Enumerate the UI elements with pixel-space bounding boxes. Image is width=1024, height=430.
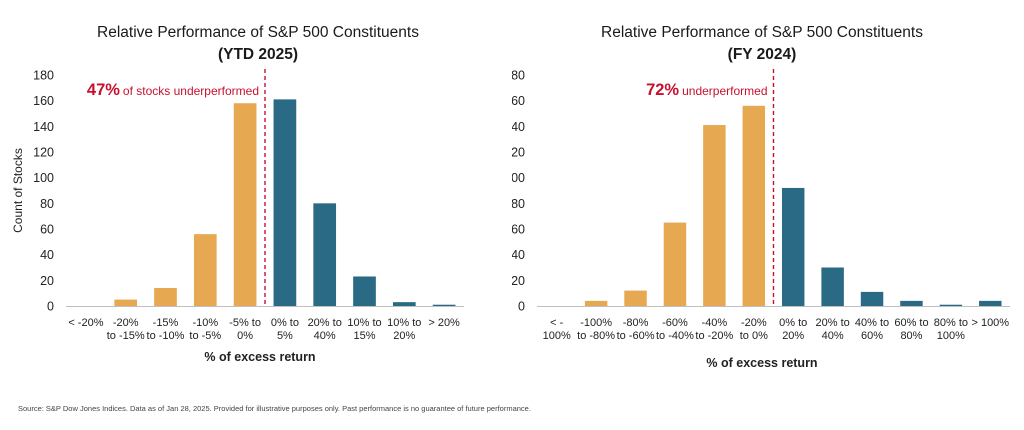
fy-y-tick-label: 100 [512, 171, 525, 185]
fy-bar [939, 304, 963, 306]
fy-bar [624, 290, 647, 306]
ytd-subtitle: (YTD 2025) [218, 46, 298, 63]
fy-y-tick-label: 20 [512, 274, 525, 288]
ytd-bar [154, 288, 177, 306]
fy-x-tick-label: > 100% [971, 317, 1009, 329]
fy-bar [900, 300, 923, 306]
ytd-x-tick-label: 0% [237, 330, 253, 342]
ytd-x-tick-label: 10% to [387, 317, 421, 329]
ytd-x-tick-label: to -15% [107, 330, 145, 342]
ytd-x-tick-label: -15% [153, 317, 179, 329]
ytd-y-tick-label: 40 [40, 248, 54, 262]
fy-x-tick-label: -40% [702, 317, 728, 329]
ytd-annotation: 47% of stocks underperformed [87, 81, 259, 99]
fy-annotation-text: underperformed [682, 84, 767, 98]
ytd-y-tick-label: 60 [40, 223, 54, 237]
fy-annotation-value: 72% [646, 81, 679, 99]
chart-fy-2024: Relative Performance of S&P 500 Constitu… [512, 24, 1010, 370]
ytd-y-tick-label: 100 [33, 171, 54, 185]
ytd-x-tick-label: 15% [353, 330, 375, 342]
fy-bar [663, 222, 687, 306]
fy-x-tick-label: -80% [623, 317, 649, 329]
fy-bar [584, 300, 608, 306]
fy-y-tick-label: 180 [512, 69, 525, 83]
fy-x-tick-label: 20% to [816, 317, 850, 329]
ytd-y-axis-label: Count of Stocks [11, 148, 25, 233]
fy-x-tick-label: to 0% [740, 330, 768, 342]
ytd-bar [353, 276, 376, 306]
fy-x-tick-label: 0% to [779, 317, 807, 329]
fy-x-tick-label: < - [550, 317, 563, 329]
ytd-y-tick-label: 20 [40, 274, 54, 288]
ytd-annotation-text: of stocks underperformed [123, 84, 259, 98]
ytd-y-tick-label: 80 [40, 197, 54, 211]
fy-x-tick-label: -100% [580, 317, 612, 329]
ytd-bar [432, 304, 456, 306]
ytd-x-tick-label: 40% [314, 330, 336, 342]
ytd-title: Relative Performance of S&P 500 Constitu… [97, 24, 419, 41]
ytd-bar [273, 99, 297, 306]
ytd-x-tick-label: to -10% [147, 330, 185, 342]
ytd-bar [114, 299, 138, 306]
fy-x-tick-label: 40% [822, 330, 844, 342]
fy-x-tick-label: 100% [543, 330, 571, 342]
fy-y-tick-label: 40 [512, 248, 525, 262]
ytd-bar [392, 302, 416, 306]
ytd-annotation-value: 47% [87, 81, 120, 99]
ytd-x-tick-label: -5% to [229, 317, 261, 329]
ytd-x-tick-label: < -20% [68, 317, 103, 329]
ytd-y-tick-label: 160 [33, 94, 54, 108]
fy-bar [781, 187, 805, 306]
ytd-x-tick-label: 20% to [308, 317, 342, 329]
fy-y-tick-label: 160 [512, 94, 525, 108]
source-note: Source: S&P Dow Jones Indices. Data as o… [18, 404, 531, 413]
ytd-x-tick-label: -10% [192, 317, 218, 329]
ytd-y-tick-label: 0 [47, 300, 54, 314]
fy-x-tick-label: 60% [861, 330, 883, 342]
chart-ytd-2025: Relative Performance of S&P 500 Constitu… [11, 24, 464, 364]
ytd-y-tick-label: 140 [33, 120, 54, 134]
fy-x-axis-label: % of excess return [706, 356, 817, 370]
ytd-x-tick-label: to -5% [189, 330, 221, 342]
fy-bar [860, 291, 884, 306]
fy-bar [821, 267, 844, 306]
ytd-y-tick-label: 120 [33, 146, 54, 160]
fy-x-tick-label: to -20% [695, 330, 733, 342]
ytd-x-tick-label: 20% [393, 330, 415, 342]
fy-y-tick-label: 0 [518, 300, 525, 314]
ytd-x-tick-label: > 20% [428, 317, 460, 329]
ytd-bar [193, 234, 217, 306]
fy-x-tick-label: to -60% [617, 330, 655, 342]
ytd-x-axis-label: % of excess return [204, 350, 315, 364]
fy-x-tick-label: to -40% [656, 330, 694, 342]
fy-x-tick-label: 20% [782, 330, 804, 342]
ytd-bar [233, 103, 257, 306]
fy-x-tick-label: -60% [662, 317, 688, 329]
fy-x-tick-label: 60% to [894, 317, 928, 329]
ytd-x-tick-label: 5% [277, 330, 293, 342]
fy-bar [979, 300, 1002, 306]
ytd-x-tick-label: 10% to [347, 317, 381, 329]
fy-annotation: 72% underperformed [646, 81, 767, 99]
ytd-x-tick-label: 0% to [271, 317, 299, 329]
fy-x-tick-label: 100% [937, 330, 965, 342]
fy-x-tick-label: 80% [900, 330, 922, 342]
fy-y-tick-label: 80 [512, 197, 525, 211]
fy-bar [742, 105, 766, 306]
fy-y-tick-label: 140 [512, 120, 525, 134]
ytd-x-tick-label: -20% [113, 317, 139, 329]
ytd-bar [313, 203, 337, 306]
fy-y-tick-label: 60 [512, 223, 525, 237]
fy-x-tick-label: 40% to [855, 317, 889, 329]
ytd-y-tick-label: 180 [33, 69, 54, 83]
fy-x-tick-label: 80% to [934, 317, 968, 329]
fy-bar [703, 125, 726, 306]
fy-x-tick-label: to -80% [577, 330, 615, 342]
fy-title: Relative Performance of S&P 500 Constitu… [601, 24, 923, 41]
fy-y-tick-label: 120 [512, 146, 525, 160]
fy-x-tick-label: -20% [741, 317, 767, 329]
fy-subtitle: (FY 2024) [728, 46, 797, 63]
